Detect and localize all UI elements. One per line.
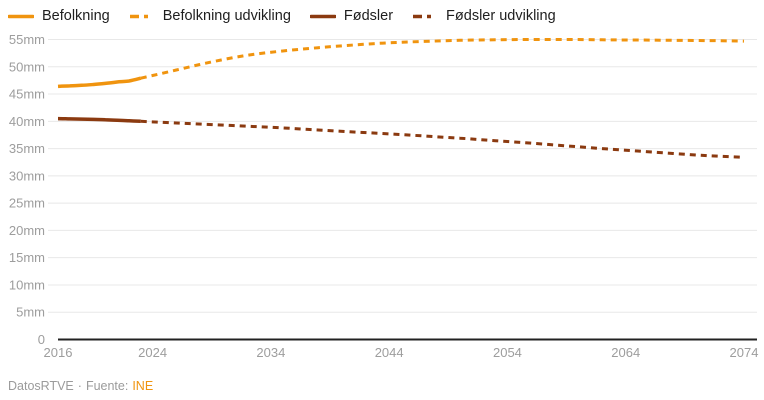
chart-plot-area: 0 5mm 10mm 15mm 20mm 25mm 30mm 35mm 40mm 45mm 50mm… [9, 32, 759, 360]
source-link[interactable]: INE [132, 379, 154, 393]
series-line-befolkning [57, 76, 142, 89]
y-tick-label-40: 40mm [9, 114, 45, 129]
y-tick-label-35: 35mm [9, 141, 45, 156]
y-tick-label-50: 50mm [9, 59, 45, 74]
y-tick-label-25: 25mm [9, 196, 45, 211]
y-tick-label-55: 55mm [9, 32, 45, 47]
legend-line-solid-brown-icon [309, 14, 336, 18]
y-tick-label-45: 45mm [9, 87, 45, 102]
source-label: Fuente: [85, 379, 129, 393]
x-tick-label-2024: 2024 [138, 345, 167, 360]
series-line-f-dsler-udvikling [140, 119, 745, 159]
x-tick-label-2034: 2034 [256, 345, 285, 360]
legend-item-befolkning-udvikling: Befolkning udvikling [129, 6, 291, 26]
legend-label: Befolkning [42, 8, 110, 24]
legend-line-solid-orange-icon [8, 14, 34, 18]
x-tick-label-2016: 2016 [44, 345, 73, 360]
y-tick-label-20: 20mm [9, 223, 45, 238]
x-tick-label-2054: 2054 [493, 345, 522, 360]
legend-label: Fødsler udvikling [446, 8, 556, 24]
y-tick-label-0: 0 [38, 332, 45, 347]
legend-item-befolkning: Befolkning [8, 6, 110, 26]
x-tick-label-2074: 2074 [730, 345, 759, 360]
credit-text: DatosRTVE [8, 379, 74, 393]
y-tick-label-5: 5mm [16, 305, 45, 320]
series-line-f-dsler [57, 116, 141, 124]
legend-line-dashed-orange-icon [129, 14, 154, 18]
series-line-befolkning-udvikling [140, 38, 745, 80]
y-tick-label-10: 10mm [9, 277, 45, 292]
y-tick-label-30: 30mm [9, 168, 45, 183]
legend-label: Befolkning udvikling [162, 8, 291, 24]
x-tick-label-2044: 2044 [375, 345, 404, 360]
y-tick-label-15: 15mm [9, 250, 45, 265]
legend-item-foedsler: Fødsler [309, 6, 394, 26]
legend-line-dashed-brown-icon [413, 14, 438, 18]
footer-separator: · [77, 379, 82, 393]
legend-label: Fødsler [343, 8, 394, 24]
legend-item-foedsler-udvikling: Fødsler udvikling [412, 6, 556, 26]
chart-footer: DatosRTVE · Fuente: INE [8, 379, 153, 393]
chart-legend: Befolkning Befolkning udvikling Fødsler … [8, 6, 556, 26]
x-tick-label-2064: 2064 [611, 345, 640, 360]
